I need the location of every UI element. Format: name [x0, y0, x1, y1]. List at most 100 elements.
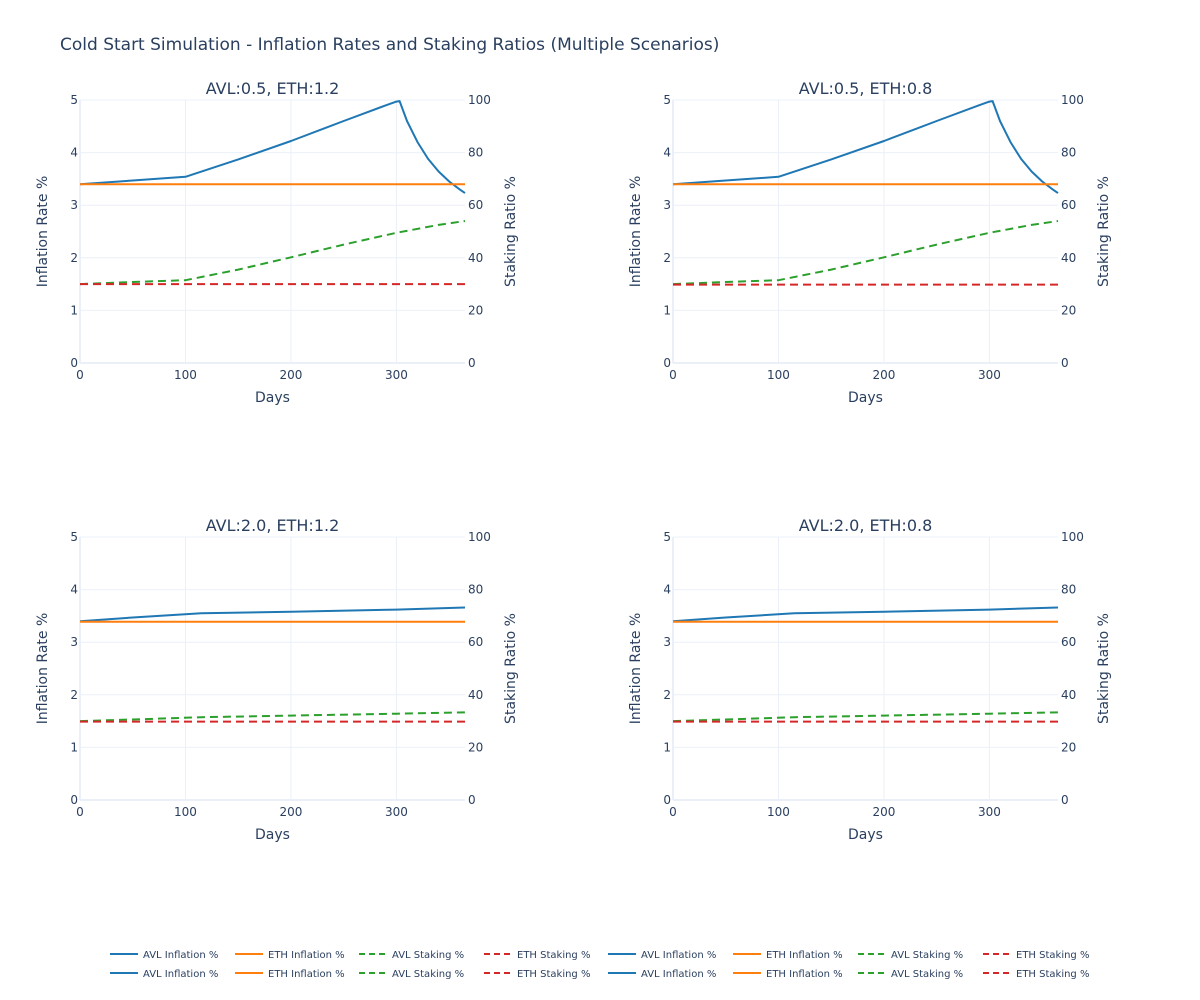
- legend-label: AVL Inflation %: [641, 950, 716, 961]
- legend-item[interactable]: ETH Staking %: [983, 969, 1089, 980]
- y2-axis-label: Staking Ratio %: [1096, 176, 1112, 287]
- legend-item[interactable]: ETH Inflation %: [733, 969, 843, 980]
- legend-label: AVL Staking %: [392, 969, 464, 980]
- y-tick-label: 0: [663, 793, 671, 807]
- x-axis-label: Days: [255, 390, 290, 406]
- series-line: [79, 220, 466, 286]
- y-tick-label: 2: [663, 688, 671, 702]
- y-tick-label: 4: [70, 146, 78, 160]
- y2-tick-label: 20: [1061, 740, 1076, 754]
- x-tick-label: 200: [873, 368, 896, 382]
- y2-tick-label: 60: [468, 635, 483, 649]
- x-tick-label: 200: [873, 805, 896, 819]
- series-line: [672, 606, 1059, 623]
- legend-label: ETH Staking %: [1016, 969, 1089, 980]
- y-tick-label: 5: [70, 530, 78, 544]
- legend-item[interactable]: ETH Inflation %: [235, 950, 345, 961]
- series-line: [79, 100, 466, 194]
- y2-tick-label: 20: [1061, 303, 1076, 317]
- subplot-1: 0 100 200 300 0 1 2 3 4 5 0 20 40 60 80 100 AVL:0.5, ETH…: [35, 79, 519, 406]
- legend-label: ETH Staking %: [517, 969, 590, 980]
- x-tick-label: 300: [978, 368, 1001, 382]
- legend-label: ETH Inflation %: [766, 950, 843, 961]
- y2-tick-label: 60: [468, 198, 483, 212]
- y-axis-label: Inflation Rate %: [35, 176, 51, 288]
- series-line: [79, 711, 466, 723]
- series-line: [672, 220, 1059, 286]
- x-tick-label: 200: [280, 368, 303, 382]
- legend-item[interactable]: AVL Staking %: [359, 950, 464, 961]
- y2-tick-label: 60: [1061, 198, 1076, 212]
- x-tick-label: 100: [174, 805, 197, 819]
- legend-item[interactable]: AVL Inflation %: [608, 969, 716, 980]
- x-tick-label: 300: [385, 805, 408, 819]
- y-tick-label: 5: [70, 93, 78, 107]
- y2-tick-label: 60: [1061, 635, 1076, 649]
- y2-tick-label: 100: [468, 530, 491, 544]
- y-axis-label: Inflation Rate %: [628, 613, 644, 725]
- y2-tick-label: 40: [468, 251, 483, 265]
- y2-axis-label: Staking Ratio %: [1096, 613, 1112, 724]
- x-tick-label: 0: [76, 368, 84, 382]
- legend-item[interactable]: ETH Inflation %: [733, 950, 843, 961]
- y-tick-label: 5: [663, 530, 671, 544]
- chart-title: Cold Start Simulation - Inflation Rates …: [60, 35, 719, 55]
- y-tick-label: 3: [663, 635, 671, 649]
- y2-tick-label: 80: [468, 146, 483, 160]
- legend-item[interactable]: AVL Inflation %: [110, 950, 218, 961]
- x-tick-label: 100: [767, 805, 790, 819]
- legend-item[interactable]: AVL Staking %: [359, 969, 464, 980]
- subplot-title: AVL:0.5, ETH:0.8: [799, 79, 933, 98]
- y2-tick-label: 0: [1061, 356, 1069, 370]
- y2-tick-label: 80: [1061, 583, 1076, 597]
- legend-item[interactable]: ETH Inflation %: [235, 969, 345, 980]
- y2-tick-label: 80: [468, 583, 483, 597]
- y2-tick-label: 40: [1061, 251, 1076, 265]
- legend: AVL Inflation % ETH Inflation % AVL Stakin…: [110, 950, 1089, 980]
- x-tick-label: 100: [174, 368, 197, 382]
- y-tick-label: 3: [663, 198, 671, 212]
- y-tick-label: 4: [663, 146, 671, 160]
- subplot-2: 0 100 200 300 0 1 2 3 4 5 0 20 40 60 80 100 AVL:0.5, ETH…: [628, 79, 1112, 406]
- subplot-3: 0 100 200 300 0 1 2 3 4 5 0 20 40 60 80 100 AVL:2.0, ETH…: [35, 516, 519, 843]
- legend-label: ETH Inflation %: [268, 969, 345, 980]
- legend-item[interactable]: AVL Inflation %: [608, 950, 716, 961]
- legend-item[interactable]: ETH Staking %: [484, 950, 590, 961]
- legend-label: ETH Staking %: [1016, 950, 1089, 961]
- legend-item[interactable]: AVL Staking %: [858, 950, 963, 961]
- x-axis-label: Days: [848, 827, 883, 843]
- y-tick-label: 1: [70, 303, 78, 317]
- y-tick-label: 0: [663, 356, 671, 370]
- series-line: [79, 606, 466, 623]
- y-tick-label: 5: [663, 93, 671, 107]
- series-line: [672, 100, 1059, 194]
- legend-item[interactable]: AVL Staking %: [858, 969, 963, 980]
- y2-axis-label: Staking Ratio %: [503, 176, 519, 287]
- y-tick-label: 2: [70, 251, 78, 265]
- y2-tick-label: 80: [1061, 146, 1076, 160]
- y2-tick-label: 40: [468, 688, 483, 702]
- y2-tick-label: 100: [1061, 93, 1084, 107]
- legend-item[interactable]: ETH Staking %: [484, 969, 590, 980]
- x-axis-label: Days: [848, 390, 883, 406]
- subplot-title: AVL:2.0, ETH:0.8: [799, 516, 933, 535]
- legend-label: ETH Inflation %: [766, 969, 843, 980]
- y2-tick-label: 0: [468, 356, 476, 370]
- y-tick-label: 3: [70, 198, 78, 212]
- subplot-title: AVL:0.5, ETH:1.2: [206, 79, 340, 98]
- legend-label: AVL Staking %: [891, 950, 963, 961]
- y-tick-label: 1: [70, 740, 78, 754]
- x-tick-label: 0: [669, 805, 677, 819]
- x-tick-label: 0: [76, 805, 84, 819]
- y2-tick-label: 20: [468, 303, 483, 317]
- y-axis-label: Inflation Rate %: [628, 176, 644, 288]
- legend-item[interactable]: AVL Inflation %: [110, 969, 218, 980]
- legend-label: AVL Inflation %: [143, 950, 218, 961]
- y-tick-label: 0: [70, 356, 78, 370]
- y2-tick-label: 40: [1061, 688, 1076, 702]
- legend-item[interactable]: ETH Staking %: [983, 950, 1089, 961]
- y-tick-label: 4: [663, 583, 671, 597]
- legend-label: AVL Inflation %: [143, 969, 218, 980]
